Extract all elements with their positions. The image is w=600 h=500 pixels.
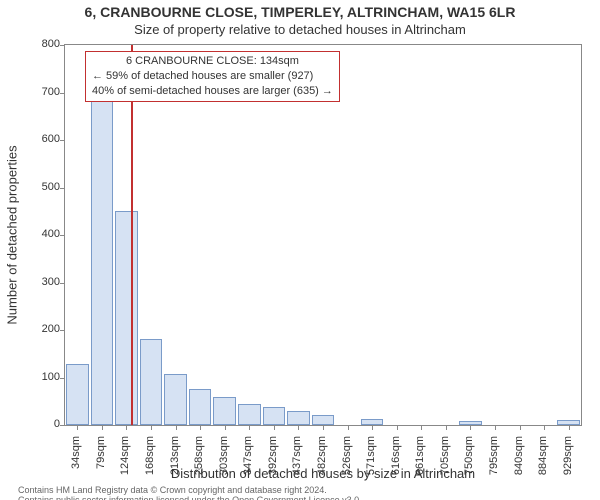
annotation-line-2: ← 59% of detached houses are smaller (92… xyxy=(92,69,333,84)
bar xyxy=(189,389,212,425)
xtick xyxy=(495,425,496,430)
xtick xyxy=(348,425,349,430)
bar xyxy=(91,83,114,425)
ytick-label: 0 xyxy=(54,418,60,430)
title-main: 6, CRANBOURNE CLOSE, TIMPERLEY, ALTRINCH… xyxy=(0,4,600,20)
ytick-label: 400 xyxy=(42,228,60,240)
chart-plot-area: 6 CRANBOURNE CLOSE: 134sqm ← 59% of deta… xyxy=(64,44,582,426)
bar xyxy=(140,339,163,425)
bar xyxy=(312,415,335,425)
xtick xyxy=(569,425,570,430)
xtick xyxy=(446,425,447,430)
bar xyxy=(238,404,261,425)
bar xyxy=(263,407,286,425)
ytick xyxy=(60,378,65,379)
footer-line-2: Contains public sector information licen… xyxy=(18,495,362,500)
bar xyxy=(287,411,310,425)
bar xyxy=(115,211,138,425)
xtick xyxy=(520,425,521,430)
xtick xyxy=(225,425,226,430)
xtick xyxy=(126,425,127,430)
xtick xyxy=(397,425,398,430)
y-axis-label: Number of detached properties xyxy=(5,145,20,324)
marker-line xyxy=(131,45,133,425)
xtick xyxy=(470,425,471,430)
bar xyxy=(213,397,236,425)
ytick xyxy=(60,140,65,141)
xtick xyxy=(274,425,275,430)
xtick xyxy=(102,425,103,430)
bar xyxy=(66,364,89,425)
ytick xyxy=(60,45,65,46)
ytick xyxy=(60,330,65,331)
annotation-box: 6 CRANBOURNE CLOSE: 134sqm ← 59% of deta… xyxy=(85,51,340,102)
ytick xyxy=(60,235,65,236)
xtick xyxy=(176,425,177,430)
xtick xyxy=(421,425,422,430)
xtick xyxy=(249,425,250,430)
bar-container xyxy=(65,45,581,425)
title-sub: Size of property relative to detached ho… xyxy=(0,22,600,37)
page: 6, CRANBOURNE CLOSE, TIMPERLEY, ALTRINCH… xyxy=(0,0,600,500)
annotation-line-3: 40% of semi-detached houses are larger (… xyxy=(92,84,333,99)
ytick xyxy=(60,425,65,426)
ytick-label: 500 xyxy=(42,181,60,193)
ytick-label: 200 xyxy=(42,323,60,335)
bar xyxy=(164,374,187,425)
footer-line-1: Contains HM Land Registry data © Crown c… xyxy=(18,485,327,495)
ytick-label: 100 xyxy=(42,371,60,383)
ytick xyxy=(60,283,65,284)
ytick-label: 600 xyxy=(42,133,60,145)
ytick-label: 800 xyxy=(42,38,60,50)
ytick xyxy=(60,188,65,189)
footer: Contains HM Land Registry data © Crown c… xyxy=(18,485,362,500)
xtick xyxy=(544,425,545,430)
xtick xyxy=(298,425,299,430)
x-axis-label: Distribution of detached houses by size … xyxy=(64,466,582,481)
ytick xyxy=(60,93,65,94)
annotation-line-1: 6 CRANBOURNE CLOSE: 134sqm xyxy=(92,54,333,69)
xtick xyxy=(200,425,201,430)
ytick-label: 700 xyxy=(42,86,60,98)
xtick xyxy=(77,425,78,430)
xtick xyxy=(323,425,324,430)
xtick xyxy=(372,425,373,430)
xtick xyxy=(151,425,152,430)
ytick-label: 300 xyxy=(42,276,60,288)
